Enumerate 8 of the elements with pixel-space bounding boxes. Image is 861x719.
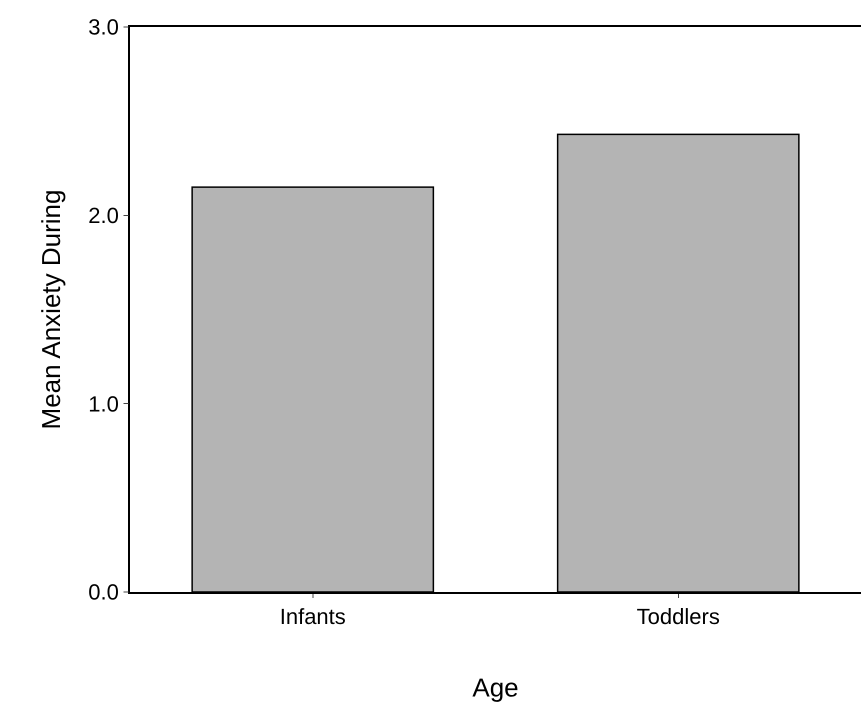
y-tick-label: 3.0 [88, 14, 119, 40]
y-tick-label: 1.0 [88, 391, 119, 416]
y-tick-label: 0.0 [88, 580, 119, 605]
y-axis-title: Mean Anxiety During [36, 190, 66, 430]
x-axis-title: Age [472, 672, 519, 702]
y-tick-label: 2.0 [88, 203, 119, 228]
x-tick-label: Infants [280, 604, 346, 630]
x-tick-label: Toddlers [636, 604, 720, 630]
